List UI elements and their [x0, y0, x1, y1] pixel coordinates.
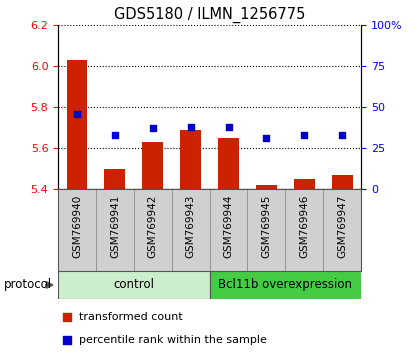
Text: GSM769943: GSM769943: [186, 194, 195, 258]
Bar: [142, 142, 163, 189]
Bar: [256, 185, 277, 189]
Text: protocol: protocol: [4, 279, 52, 291]
Bar: [247, 189, 285, 271]
Bar: [210, 189, 247, 271]
Text: GSM769945: GSM769945: [261, 194, 271, 258]
Bar: [332, 175, 352, 189]
Title: GDS5180 / ILMN_1256775: GDS5180 / ILMN_1256775: [114, 7, 305, 23]
Text: control: control: [113, 279, 154, 291]
Text: GSM769947: GSM769947: [337, 194, 347, 258]
Point: [301, 132, 308, 138]
Point: [112, 132, 118, 138]
Point: [187, 124, 194, 130]
Text: GSM769946: GSM769946: [299, 194, 309, 258]
Text: Bcl11b overexpression: Bcl11b overexpression: [218, 279, 352, 291]
Bar: [286, 189, 323, 271]
Text: percentile rank within the sample: percentile rank within the sample: [79, 335, 267, 345]
Point: [64, 337, 71, 342]
Point: [225, 124, 232, 130]
Bar: [134, 189, 172, 271]
Text: GSM769942: GSM769942: [148, 194, 158, 258]
Text: GSM769940: GSM769940: [72, 194, 82, 258]
Bar: [294, 179, 315, 189]
Bar: [218, 138, 239, 189]
Point: [74, 111, 81, 116]
Bar: [96, 189, 134, 271]
Bar: [58, 189, 96, 271]
Text: GSM769941: GSM769941: [110, 194, 120, 258]
Point: [339, 132, 345, 138]
Bar: [180, 130, 201, 189]
Bar: [58, 271, 210, 299]
Text: transformed count: transformed count: [79, 312, 183, 322]
Point: [64, 314, 71, 320]
Bar: [210, 271, 361, 299]
Point: [263, 136, 270, 141]
Bar: [67, 60, 88, 189]
Text: GSM769944: GSM769944: [224, 194, 234, 258]
Bar: [105, 169, 125, 189]
Bar: [323, 189, 361, 271]
Point: [149, 126, 156, 131]
Bar: [172, 189, 210, 271]
